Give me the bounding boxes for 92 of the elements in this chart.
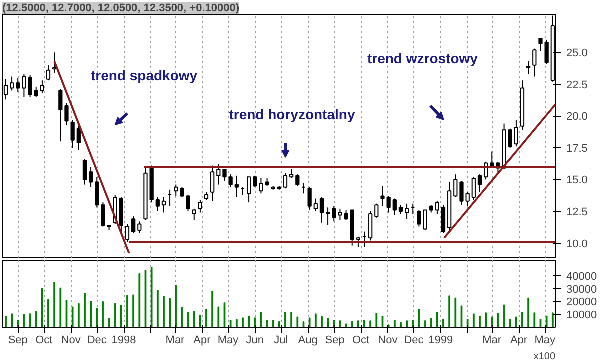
- candlestick: [174, 184, 178, 197]
- y-tick-label: 22.5: [566, 79, 588, 92]
- candlestick: [326, 207, 330, 226]
- candlestick: [356, 236, 360, 248]
- candlestick: [454, 174, 458, 198]
- x-tick-label: Mar: [166, 334, 186, 346]
- candlestick: [283, 172, 288, 190]
- candlestick: [253, 175, 258, 188]
- candlestick: [10, 76, 14, 92]
- candlestick: [101, 202, 106, 228]
- candlestick: [222, 169, 227, 182]
- x-tick-label: Oct: [352, 334, 370, 346]
- x-tick-label: Nov: [378, 334, 398, 346]
- candlestick: [156, 197, 160, 212]
- candlestick: [40, 80, 44, 94]
- x-tick-label: May: [218, 334, 240, 346]
- x-tick-label: Jun: [246, 334, 264, 346]
- x-tick-label: Nov: [61, 334, 82, 346]
- x-tick-label: Mar: [482, 334, 502, 346]
- y-tick-label: 20.0: [566, 111, 588, 124]
- candlestick: [64, 102, 69, 126]
- y-tick-label: 15.0: [566, 174, 588, 187]
- x-tick-label: Oct: [36, 334, 53, 346]
- candlestick: [210, 165, 215, 202]
- y-tick-label: 10000: [566, 310, 598, 322]
- candlestick: [58, 88, 63, 142]
- candlestick: [314, 198, 318, 212]
- x-tick-label: Sep: [325, 334, 345, 346]
- x-tick-label: Dec: [404, 334, 424, 346]
- candlestick: [246, 176, 252, 204]
- candlestick: [234, 175, 239, 198]
- candlestick: [472, 176, 476, 201]
- x-tick-label: Sep: [8, 334, 28, 346]
- candlestick: [192, 208, 196, 221]
- candlestick: [198, 200, 202, 214]
- candlestick: [82, 158, 88, 186]
- candlestick: [132, 216, 136, 234]
- candlestick: [386, 196, 391, 214]
- text: x100: [534, 352, 556, 362]
- candlestick: [374, 203, 379, 218]
- y-tick-label: 10.0: [566, 238, 588, 250]
- x-tick-label: 1999: [428, 334, 454, 346]
- candlestick: [466, 192, 470, 207]
- candlestick: [404, 203, 410, 220]
- candlestick: [508, 128, 512, 148]
- chart-title: (12.5000, 12.7000, 12.0500, 12.3500, +0.10000): [2, 2, 240, 14]
- candlestick: [320, 197, 324, 224]
- annotation: trend horyzontalny: [229, 106, 356, 123]
- x-tick-label: Jul: [274, 334, 288, 346]
- candlestick: [460, 180, 464, 206]
- x-tick-label: May: [534, 334, 556, 346]
- candlestick: [34, 86, 38, 98]
- candlestick: [16, 78, 20, 93]
- candlestick: [186, 194, 190, 212]
- candlestick: [88, 166, 94, 188]
- candlestick: [538, 38, 543, 52]
- annotation: trend wzrostowy: [367, 50, 478, 66]
- candlestick: [532, 48, 537, 78]
- candlestick: [308, 186, 312, 211]
- candlestick: [70, 119, 75, 148]
- candlestick: [46, 64, 51, 82]
- y-tick-label: 40000: [566, 270, 598, 283]
- candlestick: [544, 39, 549, 65]
- candlestick: [478, 174, 482, 193]
- candlestick: [95, 176, 100, 208]
- y-tick-label: 30000: [566, 284, 598, 296]
- candlestick: [52, 52, 57, 74]
- candlestick: [392, 198, 397, 216]
- candlestick: [332, 206, 336, 222]
- y-tick-label: 12.5: [566, 206, 588, 218]
- y-tick-label: 17.5: [566, 142, 588, 155]
- candlestick: [490, 151, 494, 169]
- candlestick: [216, 164, 221, 186]
- candlestick: [514, 119, 518, 148]
- candlestick: [138, 221, 142, 234]
- x-tick-label: Aug: [298, 334, 318, 346]
- candlestick: [125, 224, 130, 242]
- candlestick: [162, 197, 166, 214]
- x-tick-label: 1998: [112, 334, 136, 346]
- candlestick: [380, 186, 385, 207]
- annotation: trend spadkowy: [90, 68, 198, 84]
- y-tick-label: 25.0: [566, 48, 588, 60]
- candlestick: [76, 126, 81, 151]
- candlestick: [296, 174, 300, 187]
- candlestick: [228, 174, 233, 188]
- candlestick: [435, 200, 440, 215]
- x-tick-label: Apr: [194, 334, 212, 346]
- x-tick-label: Dec: [87, 334, 108, 346]
- candlestick: [526, 61, 531, 75]
- y-tick-label: 20000: [566, 296, 598, 309]
- x-tick-label: Apr: [510, 334, 528, 346]
- candlestick: [180, 186, 184, 198]
